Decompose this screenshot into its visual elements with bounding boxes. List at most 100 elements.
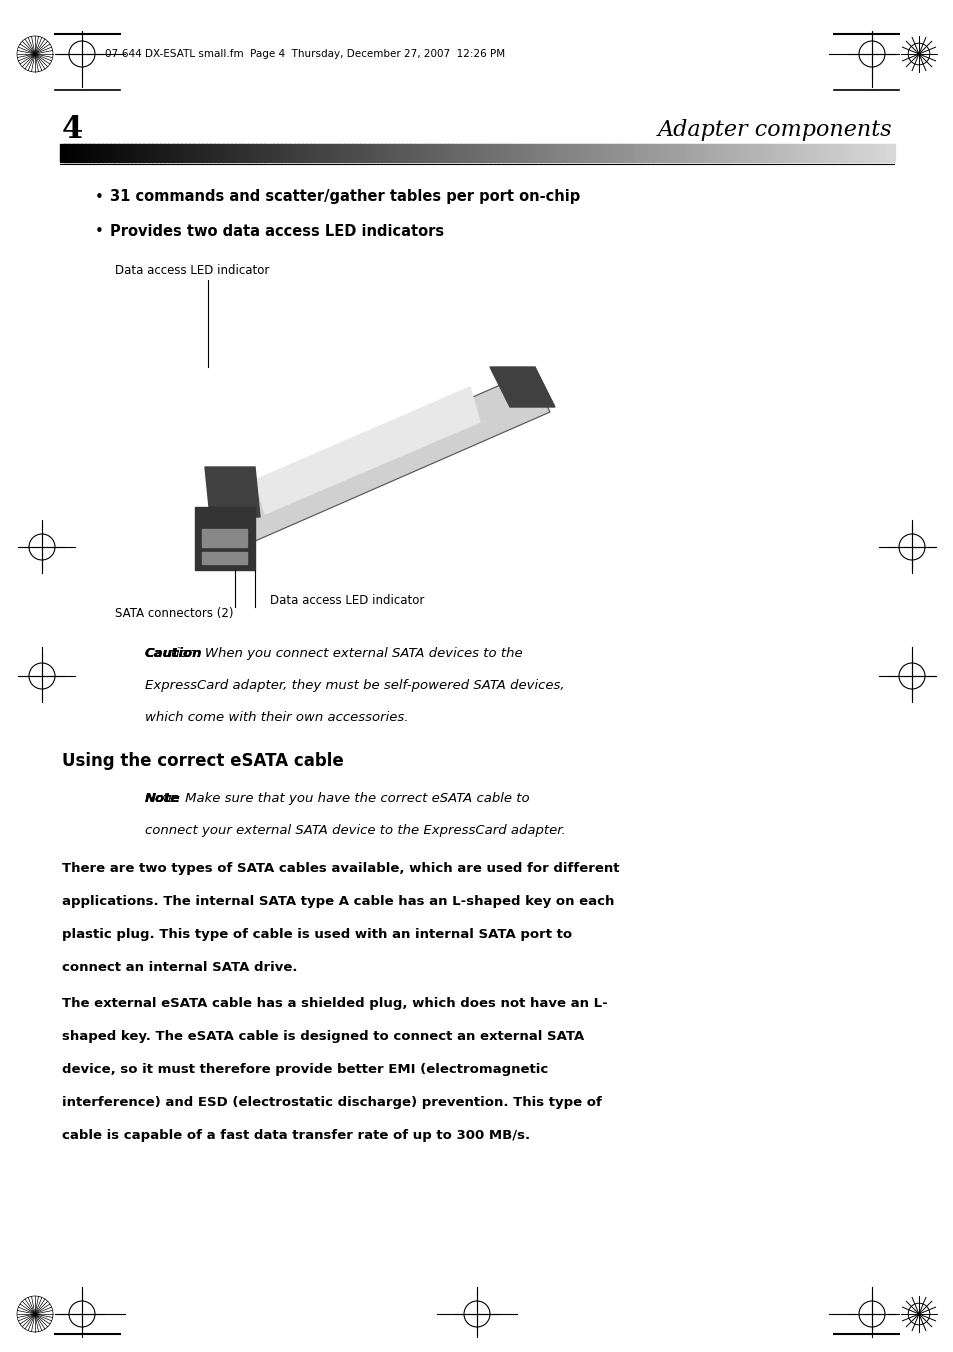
Bar [547, 145, 553, 162]
Bar [360, 145, 365, 162]
Bar [589, 145, 594, 162]
Bar [510, 145, 515, 162]
Bar [889, 145, 894, 162]
Bar [680, 145, 686, 162]
Bar [297, 145, 302, 162]
Text: interference) and ESD (electrostatic discharge) prevention. This type of: interference) and ESD (electrostatic dis… [62, 1096, 601, 1109]
Bar [169, 145, 173, 162]
Bar [306, 145, 311, 162]
Bar [784, 145, 790, 162]
Bar [643, 145, 648, 162]
Bar [626, 145, 632, 162]
Bar [818, 145, 823, 162]
Polygon shape [194, 507, 254, 571]
Bar [822, 145, 827, 162]
Bar [252, 145, 256, 162]
Bar [747, 145, 753, 162]
Bar [719, 145, 723, 162]
Bar [518, 145, 523, 162]
Bar [294, 145, 298, 162]
Bar [239, 145, 244, 162]
Bar [881, 145, 885, 162]
Bar [143, 145, 149, 162]
Bar [248, 145, 253, 162]
Bar [281, 145, 286, 162]
Text: The external eSATA cable has a shielded plug, which does not have an L-: The external eSATA cable has a shielded … [62, 996, 607, 1010]
Bar [289, 145, 294, 162]
Bar [493, 145, 498, 162]
Bar [843, 145, 848, 162]
Bar [714, 145, 720, 162]
Bar [860, 145, 865, 162]
Bar [735, 145, 740, 162]
Bar [476, 145, 481, 162]
Text: Adapter components: Adapter components [657, 119, 891, 141]
Bar [856, 145, 861, 162]
Bar [556, 145, 560, 162]
Bar [614, 145, 619, 162]
Bar [606, 145, 611, 162]
Bar [218, 145, 223, 162]
Bar [677, 145, 681, 162]
Text: Data access LED indicator: Data access LED indicator [270, 594, 424, 607]
Bar [851, 145, 857, 162]
Bar [559, 145, 565, 162]
Bar [152, 145, 156, 162]
Bar [751, 145, 757, 162]
Bar [135, 145, 140, 162]
Bar [656, 145, 660, 162]
Bar [743, 145, 748, 162]
Bar [214, 145, 219, 162]
Bar [385, 145, 390, 162]
Bar [127, 145, 132, 162]
Bar [180, 372, 559, 572]
Bar [480, 145, 486, 162]
Text: 4: 4 [62, 115, 83, 146]
Bar [593, 145, 598, 162]
Bar [139, 145, 144, 162]
Bar [468, 145, 474, 162]
Bar [410, 145, 415, 162]
Bar [522, 145, 528, 162]
Bar [380, 145, 386, 162]
Bar [826, 145, 832, 162]
Bar [531, 145, 536, 162]
Bar [764, 145, 769, 162]
Bar [343, 145, 349, 162]
Bar [189, 145, 194, 162]
Bar [639, 145, 644, 162]
Bar [76, 145, 82, 162]
Bar [255, 145, 261, 162]
Bar [698, 145, 702, 162]
Bar [102, 145, 107, 162]
Text: Provides two data access LED indicators: Provides two data access LED indicators [110, 224, 444, 239]
Bar [401, 145, 407, 162]
Text: Caution: Caution [145, 648, 202, 660]
Bar [327, 145, 332, 162]
Bar [693, 145, 699, 162]
Bar [659, 145, 665, 162]
Bar [172, 145, 177, 162]
Polygon shape [210, 372, 550, 552]
Bar [435, 145, 440, 162]
Bar [568, 145, 574, 162]
Bar [781, 145, 786, 162]
Bar [131, 145, 136, 162]
Bar [722, 145, 727, 162]
Bar [789, 145, 794, 162]
Bar [805, 145, 811, 162]
Bar [331, 145, 335, 162]
Text: connect an internal SATA drive.: connect an internal SATA drive. [62, 961, 297, 973]
Bar [355, 145, 361, 162]
Bar [452, 145, 456, 162]
Bar [202, 145, 207, 162]
Bar [414, 145, 419, 162]
Bar [839, 145, 844, 162]
Text: SATA connectors (2): SATA connectors (2) [115, 607, 233, 621]
Bar [347, 145, 353, 162]
Bar [439, 145, 444, 162]
Bar [118, 145, 124, 162]
Bar [243, 145, 249, 162]
Bar [322, 145, 328, 162]
Bar [585, 145, 590, 162]
